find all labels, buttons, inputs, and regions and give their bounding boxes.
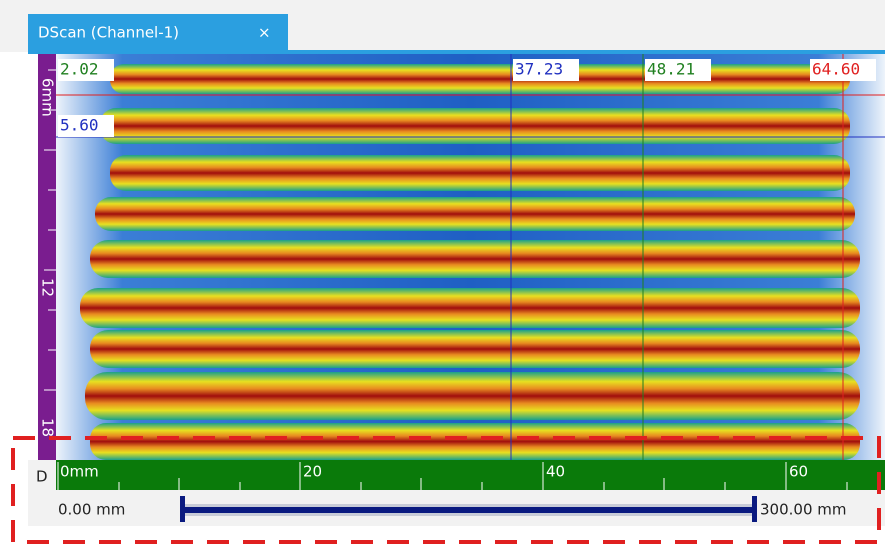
cursor-label: 37.23 bbox=[515, 60, 563, 79]
vertical-ruler-label: 6mm bbox=[39, 78, 57, 117]
cursor-label: 64.60 bbox=[812, 60, 860, 79]
scroll-thumb[interactable] bbox=[184, 507, 754, 513]
range-start: 0.00 mm bbox=[58, 501, 125, 519]
tab-close[interactable]: × bbox=[258, 24, 271, 42]
cursor-label: 2.02 bbox=[60, 60, 99, 79]
cursor-label: 5.60 bbox=[60, 116, 99, 135]
scan-bands bbox=[80, 64, 860, 460]
ruler-label: 20 bbox=[303, 463, 322, 481]
scroll-handle[interactable] bbox=[752, 496, 757, 522]
scroll-handle[interactable] bbox=[180, 496, 185, 522]
axis-letter: D bbox=[36, 468, 48, 486]
horizontal-ruler-ticks bbox=[57, 462, 848, 490]
ruler-label: 60 bbox=[789, 463, 808, 481]
vertical-ruler-label: 18 bbox=[39, 418, 57, 437]
tab-underline bbox=[28, 50, 885, 54]
highlight-box bbox=[11, 436, 881, 544]
range-end: 300.00 mm bbox=[760, 501, 846, 519]
tab-title: DScan (Channel-1) bbox=[38, 24, 179, 42]
horizontal-ruler bbox=[56, 460, 885, 490]
vertical-ruler bbox=[38, 54, 56, 460]
vertical-ruler-ticks bbox=[44, 69, 56, 391]
vertical-ruler-label: 12 bbox=[39, 278, 57, 297]
ruler-label: 0mm bbox=[60, 463, 99, 481]
cursor-label: 48.21 bbox=[647, 60, 695, 79]
ruler-label: 40 bbox=[546, 463, 565, 481]
tab[interactable] bbox=[28, 14, 288, 50]
